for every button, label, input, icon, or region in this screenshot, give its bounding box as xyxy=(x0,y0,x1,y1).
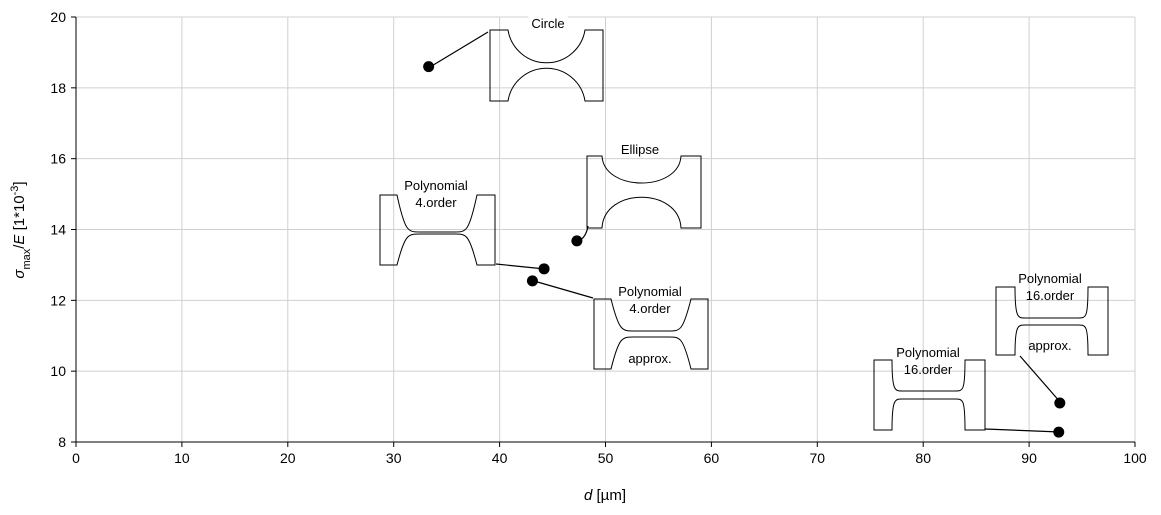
ellipse-notch-shape xyxy=(587,156,701,228)
y-label-part: -3 xyxy=(9,186,21,196)
x-tick-label: 70 xyxy=(810,450,826,466)
annotation: Polynomial xyxy=(618,284,682,299)
y-tick-label: 10 xyxy=(50,363,66,379)
y-tick-label: 16 xyxy=(50,151,66,167)
y-tick-label: 18 xyxy=(50,80,66,96)
x-tick-label: 80 xyxy=(915,450,931,466)
annotation: Circle xyxy=(531,16,564,31)
x-tick-label: 100 xyxy=(1123,450,1147,466)
y-label-part: [1*10 xyxy=(11,195,28,234)
annotation: Polynomial xyxy=(404,178,468,193)
x-tick-label: 10 xyxy=(174,450,190,466)
y-tick-label: 8 xyxy=(58,434,66,450)
x-tick-label: 30 xyxy=(386,450,402,466)
grid xyxy=(76,17,1135,442)
data-point xyxy=(1053,427,1064,438)
annotations: Circle Ellipse Polynomial 4.order Polyno… xyxy=(404,16,1082,377)
y-axis-label: σmax/E [1*10-3] xyxy=(9,181,33,278)
annotation: 4.order xyxy=(629,301,671,316)
leader-line xyxy=(430,32,488,67)
x-tick-label: 50 xyxy=(598,450,614,466)
data-point xyxy=(539,263,550,274)
leader-line xyxy=(534,281,593,298)
chart: Circle Ellipse Polynomial 4.order Polyno… xyxy=(0,0,1161,510)
data-point xyxy=(527,275,538,286)
annotation: 16.order xyxy=(1026,288,1075,303)
x-tick-label: 0 xyxy=(72,450,80,466)
annotation: Polynomial xyxy=(1018,271,1082,286)
leader-line xyxy=(1020,356,1061,403)
leader-line xyxy=(496,264,545,269)
y-label-part: max xyxy=(21,248,33,269)
annotation: 4.order xyxy=(415,195,457,210)
annotation: Polynomial xyxy=(896,345,960,360)
annotation: approx. xyxy=(1028,338,1071,353)
annotation: 16.order xyxy=(904,362,953,377)
data-point xyxy=(423,61,434,72)
x-tick-label: 90 xyxy=(1021,450,1037,466)
leader-line xyxy=(985,429,1060,432)
y-tick-label: 20 xyxy=(50,9,66,25)
x-tick-label: 60 xyxy=(704,450,720,466)
x-axis-label: d [µm] xyxy=(584,487,626,504)
data-point xyxy=(571,235,582,246)
data-point xyxy=(1054,398,1065,409)
annotation: approx. xyxy=(628,351,671,366)
x-tick-label: 40 xyxy=(492,450,508,466)
y-tick-label: 14 xyxy=(50,222,66,238)
circle-notch-shape xyxy=(490,30,603,101)
x-label-part: [µm] xyxy=(592,487,626,504)
illustrations xyxy=(380,16,1108,432)
y-label-part: ] xyxy=(11,181,28,185)
x-tick-label: 20 xyxy=(280,450,296,466)
y-tick-label: 12 xyxy=(50,292,66,308)
annotation: Ellipse xyxy=(621,142,659,157)
